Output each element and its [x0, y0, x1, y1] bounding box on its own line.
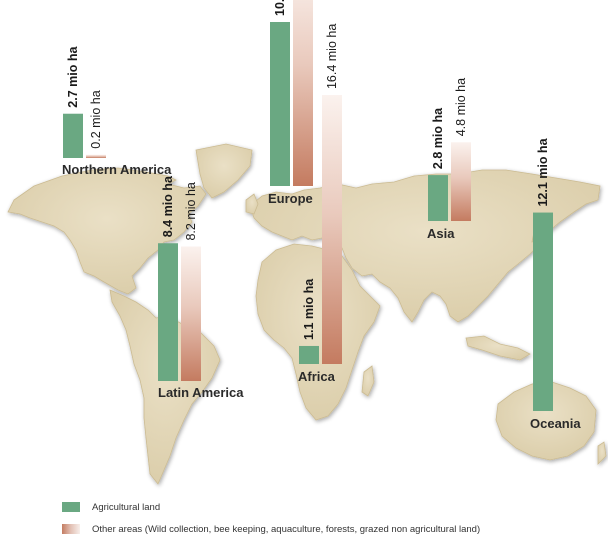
bar-africa-agricultural	[299, 345, 319, 364]
legend-item-other: Other areas (Wild collection, bee keepin…	[62, 518, 480, 540]
value-label-africa-agricultural: 1.1 mio ha	[302, 278, 316, 340]
region-label-asia: Asia	[427, 226, 455, 241]
labels-layer: 2.7 mio ha 0.2 mio ha Northern America 10.0…	[62, 0, 581, 431]
value-label-northern-america-agricultural: 2.7 mio ha	[66, 46, 80, 108]
bar-northern-america-other	[86, 154, 106, 158]
bar-latin-america-other	[181, 246, 201, 381]
uk-shape	[245, 193, 259, 215]
new-zealand-shape	[597, 441, 607, 465]
value-label-africa-other: 16.4 mio ha	[325, 24, 339, 89]
legend-item-agricultural: Agricultural land	[62, 496, 480, 518]
value-label-latin-america-agricultural: 8.4 mio ha	[161, 175, 175, 237]
legend: Agricultural land Other areas (Wild coll…	[62, 496, 480, 540]
bar-asia-agricultural	[428, 175, 448, 221]
value-label-europe-agricultural: 10.0 mio ha	[273, 0, 287, 16]
value-label-northern-america-other: 0.2 mio ha	[89, 90, 103, 148]
value-label-asia-agricultural: 2.8 mio ha	[431, 107, 445, 169]
region-label-oceania: Oceania	[530, 416, 581, 431]
indonesia-shape	[465, 335, 531, 361]
value-label-latin-america-other: 8.2 mio ha	[184, 182, 198, 240]
bar-latin-america-agricultural	[158, 243, 178, 381]
north-america-shape	[7, 167, 207, 295]
region-label-africa: Africa	[298, 369, 336, 384]
bar-europe-other	[293, 0, 313, 186]
value-label-oceania-agricultural: 12.1 mio ha	[536, 137, 550, 206]
legend-label-other: Other areas (Wild collection, bee keepin…	[92, 523, 481, 535]
region-label-northern-america: Northern America	[62, 162, 172, 177]
greenland-shape	[195, 143, 253, 199]
madagascar-shape	[361, 365, 375, 397]
value-label-asia-other: 4.8 mio ha	[454, 78, 468, 136]
region-label-europe: Europe	[268, 191, 313, 206]
legend-swatch-other	[62, 524, 80, 534]
bar-asia-other	[451, 142, 471, 221]
bar-oceania-agricultural	[533, 212, 553, 411]
bar-europe-agricultural	[270, 22, 290, 186]
region-label-latin-america: Latin America	[158, 385, 244, 400]
legend-label-agricultural: Agricultural land	[92, 501, 161, 513]
bar-africa-other	[322, 95, 342, 364]
bars-layer	[63, 0, 553, 411]
legend-swatch-agricultural	[62, 502, 80, 512]
bar-northern-america-agricultural	[63, 113, 83, 158]
